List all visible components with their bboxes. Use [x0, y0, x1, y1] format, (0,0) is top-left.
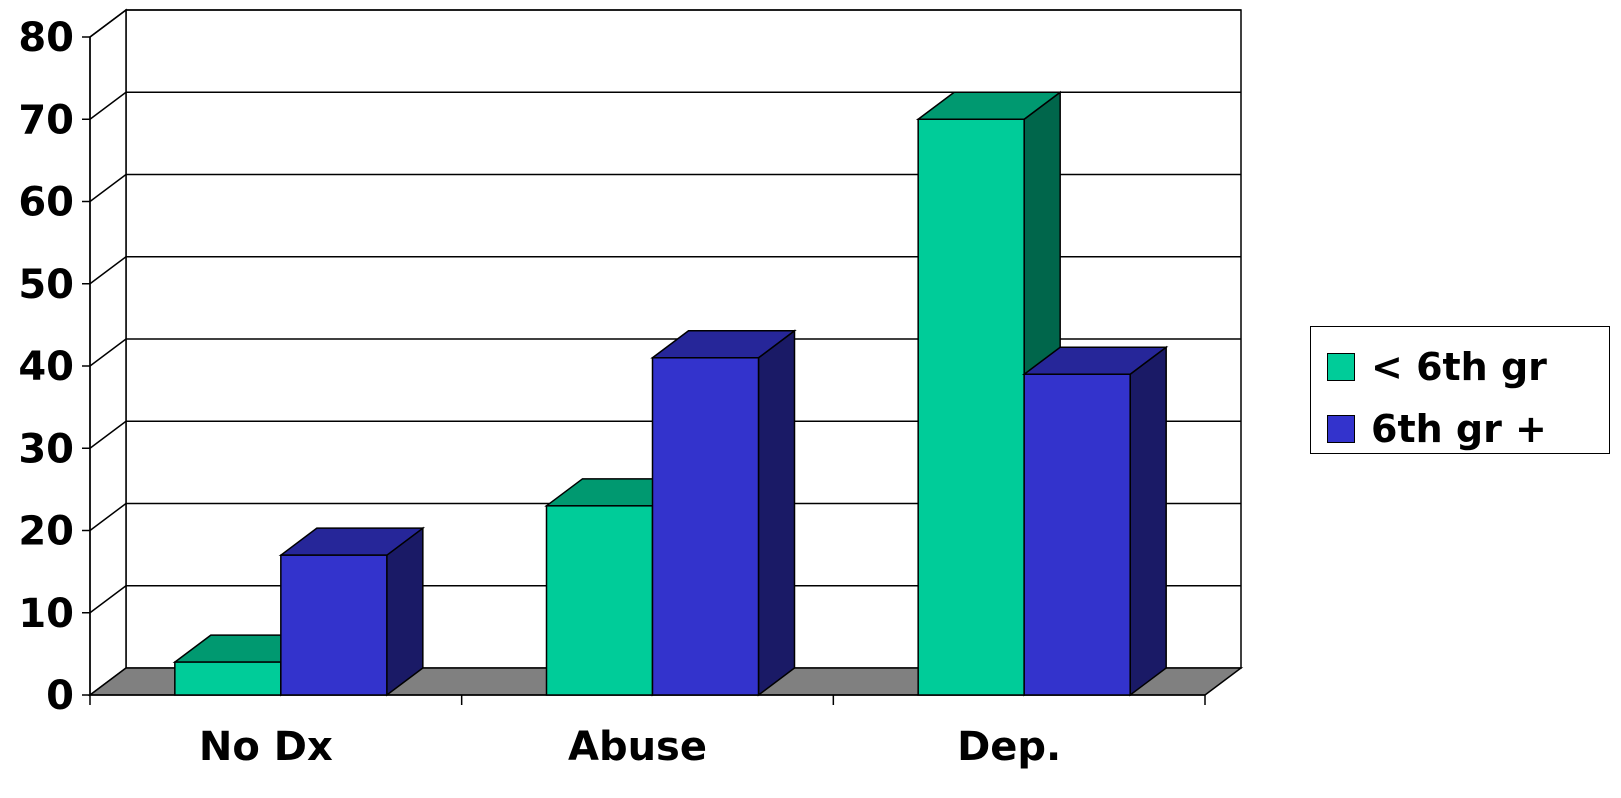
x-category-label: Dep.: [957, 724, 1061, 770]
bar-front: [917, 118, 1025, 696]
x-category-label: Abuse: [568, 724, 707, 770]
axis-labels: 0 10 20 30 40 50 60 70 80 No Dx Abuse Dep.: [18, 15, 1061, 770]
y-tick-label: 0: [46, 673, 74, 719]
y-tick-label: 10: [18, 591, 74, 637]
gridline: [89, 173, 1241, 203]
gridline: [89, 91, 1241, 120]
bars: [172, 90, 1169, 697]
bar-no-dx-series-2: [278, 526, 426, 697]
legend-label-series-1: < 6th gr: [1371, 345, 1547, 389]
gridline: [89, 502, 1241, 532]
bar-front: [651, 357, 760, 696]
y-tick-label: 80: [18, 15, 74, 61]
bar-front: [1023, 373, 1131, 696]
legend-item-series-2: 6th gr +: [1327, 407, 1547, 451]
bar-side: [1129, 345, 1167, 697]
bar-front: [545, 505, 654, 696]
legend: < 6th gr 6th gr +: [1310, 326, 1610, 454]
gridline: [89, 256, 1241, 285]
legend-swatch-series-1: [1327, 353, 1355, 381]
gridlines: [89, 9, 1241, 614]
y-tick-label: 40: [18, 344, 74, 390]
y-tick-label: 50: [18, 262, 74, 308]
bar-dep--series-2: [1021, 345, 1169, 697]
y-tick-label: 60: [18, 180, 74, 226]
gridline: [89, 338, 1241, 367]
y-tick-label: 20: [18, 509, 74, 555]
bar-front: [174, 661, 282, 696]
legend-swatch-series-2: [1327, 415, 1355, 443]
legend-item-series-1: < 6th gr: [1327, 345, 1547, 389]
x-category-label: No Dx: [199, 724, 333, 770]
y-tick-label: 30: [18, 426, 74, 472]
gridline: [89, 9, 1241, 38]
bar-abuse-series-2: [650, 329, 797, 697]
bar-side: [386, 526, 424, 697]
bar-front: [280, 554, 388, 696]
bar-side: [757, 329, 796, 697]
y-tick-label: 70: [18, 97, 74, 143]
legend-label-series-2: 6th gr +: [1371, 407, 1547, 451]
gridline: [89, 585, 1241, 614]
gridline: [89, 420, 1241, 449]
